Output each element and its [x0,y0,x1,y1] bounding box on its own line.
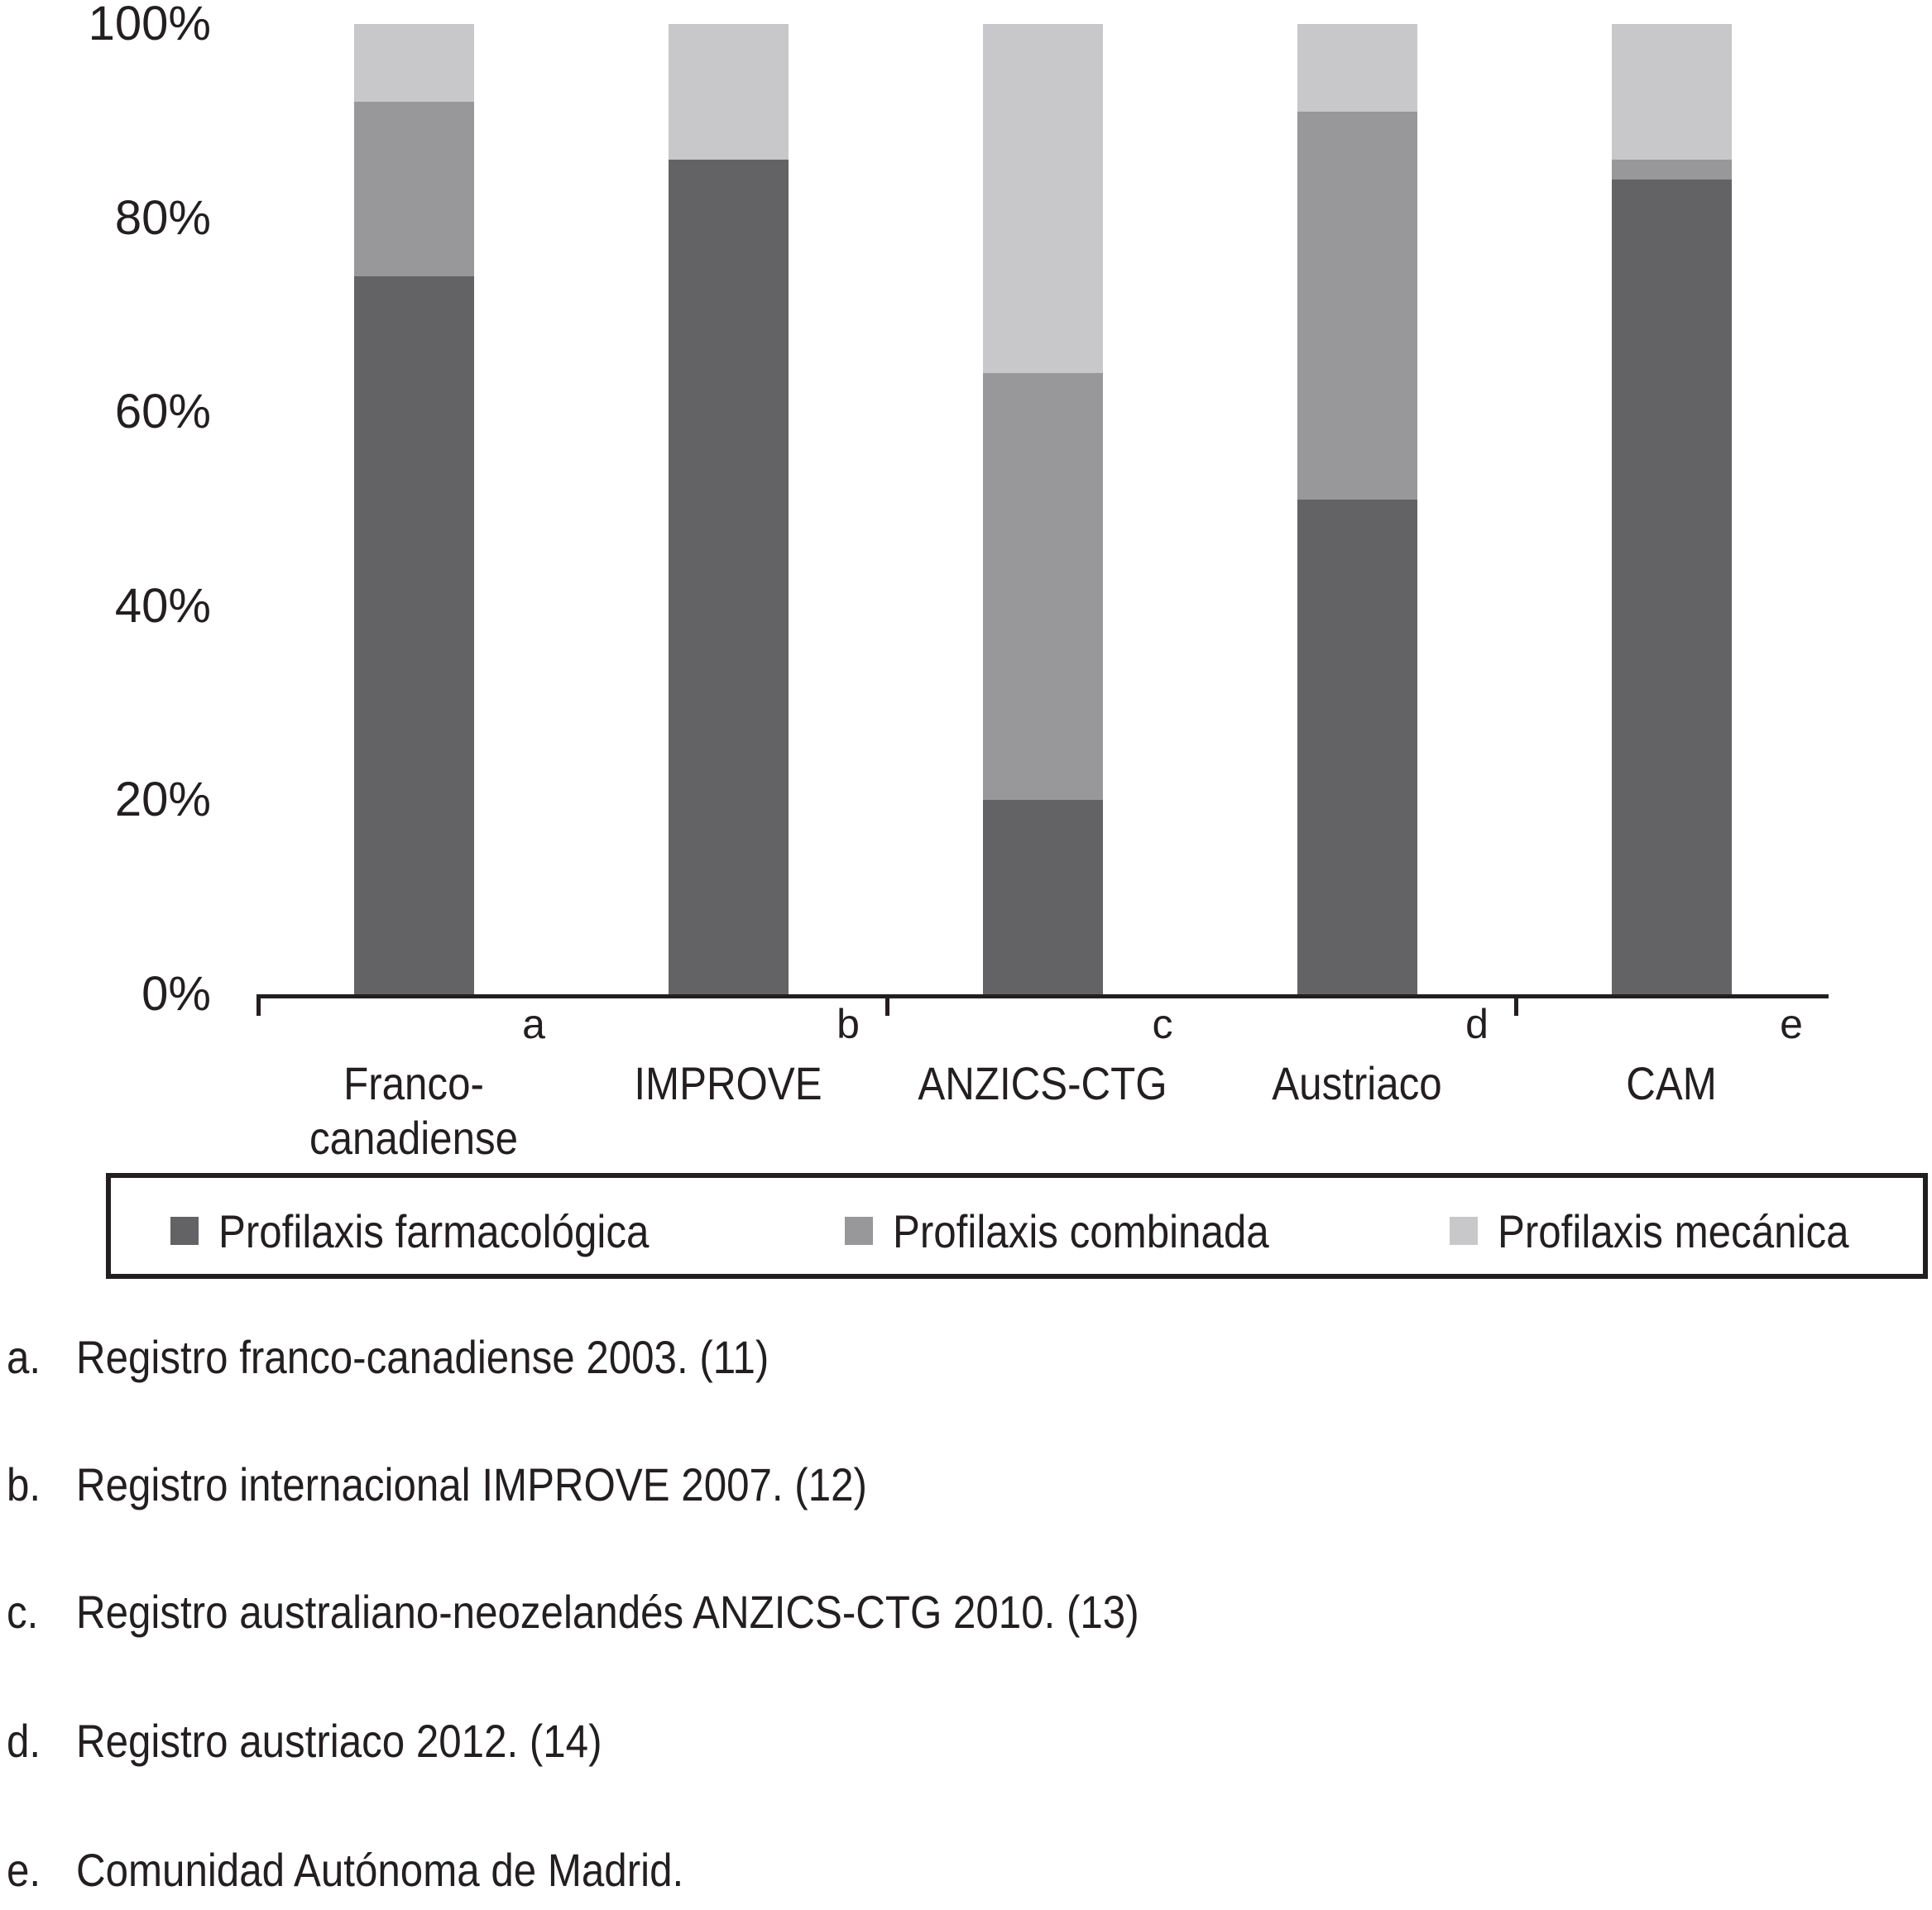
footnote-row: b. Registro internacional IMPROVE 2007. (… [0,1458,1932,1512]
category-footnote-letter: b [837,1001,860,1047]
legend-label: Profilaxis farmacológica [218,1204,650,1257]
footnote-text: Registro austriaco 2012. (14) [76,1715,602,1767]
footnote-letter: c. [7,1586,39,1638]
category-label-line: CAM [1626,1057,1717,1109]
y-axis-tick-label: 40% [114,578,211,633]
category-label-line: Austriaco [1272,1057,1442,1109]
category-footnote-letter: e [1780,1001,1803,1047]
category-label-line: canadiense [309,1112,519,1164]
category-footnote-letter: a [522,1001,545,1047]
y-axis-tick-label: 60% [114,385,211,439]
footnote-letter: d. [7,1715,41,1767]
bar-segment [982,24,1103,374]
footnote-text: Registro internacional IMPROVE 2007. (12… [76,1458,867,1510]
category-footnote-letter: d [1465,1001,1489,1047]
bar-segment [353,275,474,994]
y-axis-tick-label: 20% [114,773,211,827]
legend-label: Profilaxis mecánica [1498,1204,1849,1257]
legend-swatch-combinada [845,1217,873,1245]
category-label-line: IMPROVE [634,1057,822,1109]
bar-segment [982,800,1103,994]
bar-segment [668,160,789,994]
legend-entry: Profilaxis farmacológica [170,1183,707,1279]
x-axis-tick [885,994,889,1016]
legend: Profilaxis farmacológica Profilaxis combi… [106,1173,1928,1279]
footnote-row: e. Comunidad Autónoma de Madrid. [0,1843,1932,1898]
bar-segment [1611,160,1732,180]
bar-segment [353,101,474,276]
footnote-text: Comunidad Autónoma de Madrid. [76,1844,684,1896]
x-axis-tick [1514,994,1518,1016]
x-axis-tick [256,994,261,1016]
y-axis-tick-label: 0% [141,967,211,1021]
footnote-row: c. Registro australiano-neozelandés ANZIC… [0,1585,1932,1640]
legend-label: Profilaxis combinada [893,1204,1269,1257]
bar-segment [1611,179,1732,994]
footnote-letter: a. [7,1331,41,1383]
legend-swatch-mecanica [1450,1217,1478,1245]
footnote-row: a. Registro franco-canadiense 2003. (11) [0,1330,1932,1385]
bar-segment [1297,111,1417,500]
bar-segment [353,24,474,102]
bar-segment [1611,24,1732,160]
x-axis-line [256,994,1829,998]
category-label-line: ANZICS-CTG [918,1057,1167,1109]
y-axis-tick-label: 80% [114,190,211,245]
legend-swatch-farmacologica [170,1217,199,1245]
category-label-line: Franco- [343,1057,484,1109]
bar-segment [668,24,789,160]
legend-entry: Profilaxis mecánica [1450,1183,1896,1279]
bar-segment [1297,24,1417,112]
footnote-row: d. Registro austriaco 2012. (14) [0,1714,1932,1769]
legend-entry: Profilaxis combinada [845,1183,1321,1279]
footnote-text: Registro australiano-neozelandés ANZICS-… [76,1586,1139,1638]
bar-segment [982,373,1103,801]
footnote-text: Registro franco-canadiense 2003. (11) [76,1331,769,1383]
y-axis-tick-label: 100% [88,0,211,50]
footnote-letter: b. [7,1458,41,1510]
bar-segment [1297,499,1417,994]
category-footnote-letter: c [1152,1001,1173,1047]
footnote-letter: e. [7,1844,41,1896]
